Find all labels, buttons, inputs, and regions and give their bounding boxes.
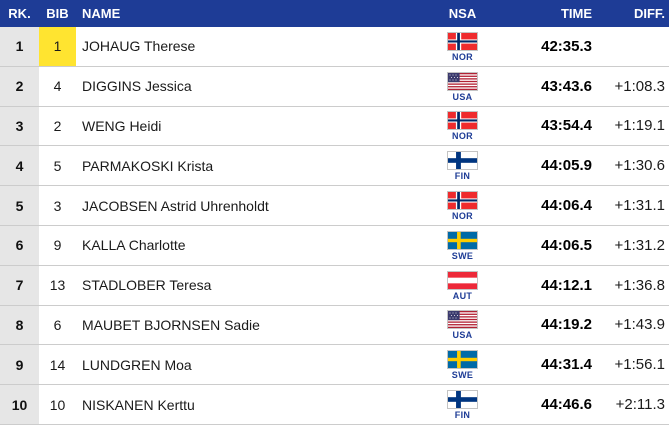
rank-cell: 5	[0, 186, 39, 225]
swe-flag-icon	[447, 350, 478, 370]
rank-cell: 4	[0, 146, 39, 186]
rank-cell: 3	[0, 106, 39, 146]
time-cell: 42:35.3	[541, 37, 592, 55]
usa-flag-icon	[447, 310, 478, 330]
athlete-name: KALLA Charlotte	[82, 237, 186, 254]
time-cell: 44:06.4	[541, 197, 592, 215]
nsa-code-label: FIN	[454, 171, 471, 182]
nsa-code-label: AUT	[452, 290, 473, 301]
athlete-name: PARMAKOSKI Krista	[82, 157, 214, 174]
fin-flag-icon	[447, 390, 478, 410]
rank-cell: 6	[0, 225, 39, 265]
usa-flag-icon	[447, 71, 478, 91]
column-header-rank: RK.	[8, 6, 31, 21]
table-header-row: RK. BIB NAME NSA TIME DIFF.	[0, 0, 669, 27]
rank-cell: 1	[0, 27, 39, 66]
nsa-code-label: SWE	[451, 370, 474, 381]
result-row[interactable]: 1 1 JOHAUG Therese NOR 42:35.3	[0, 27, 669, 67]
rank-cell: 10	[0, 385, 39, 424]
bib-cell: 2	[53, 117, 62, 134]
athlete-name: JOHAUG Therese	[82, 38, 196, 55]
bib-cell: 1	[39, 27, 76, 66]
nor-flag-icon	[447, 191, 478, 211]
time-cell: 43:54.4	[541, 117, 592, 135]
table-body: 1 1 JOHAUG Therese NOR 42:35.3 2 4 DIGGI…	[0, 27, 669, 425]
athlete-name: STADLOBER Teresa	[82, 277, 212, 294]
athlete-name: MAUBET BJORNSEN Sadie	[82, 316, 260, 333]
rank-cell: 7	[0, 265, 39, 305]
result-row[interactable]: 10 10 NISKANEN Kerttu FIN 44:46.6 +2:11.…	[0, 385, 669, 425]
result-row[interactable]: 4 5 PARMAKOSKI Krista FIN 44:05.9 +1:30.…	[0, 146, 669, 187]
nsa-code-label: USA	[452, 330, 473, 341]
result-row[interactable]: 5 3 JACOBSEN Astrid Uhrenholdt NOR 44:06…	[0, 186, 669, 226]
bib-cell: 10	[49, 396, 66, 413]
nsa-cell: NOR	[410, 27, 515, 66]
column-header-diff: DIFF.	[633, 6, 665, 21]
bib-cell: 13	[49, 277, 66, 294]
column-header-nsa: NSA	[448, 6, 477, 21]
result-row[interactable]: 3 2 WENG Heidi NOR 43:54.4 +1:19.1	[0, 106, 669, 147]
time-cell: 44:31.4	[541, 356, 592, 374]
rank-cell: 8	[0, 305, 39, 345]
diff-cell: +1:30.6	[614, 157, 665, 175]
result-row[interactable]: 6 9 KALLA Charlotte SWE 44:06.5 +1:31.2	[0, 225, 669, 266]
athlete-name: NISKANEN Kerttu	[82, 396, 195, 413]
nsa-cell: FIN	[410, 146, 515, 185]
swe-flag-icon	[447, 230, 478, 250]
time-cell: 44:46.6	[541, 396, 592, 414]
result-row[interactable]: 9 14 LUNDGREN Moa SWE 44:31.4 +1:56.1	[0, 345, 669, 386]
nsa-code-label: NOR	[452, 211, 473, 222]
rank-cell: 2	[0, 66, 39, 106]
time-cell: 44:12.1	[541, 276, 592, 294]
diff-cell: +1:19.1	[614, 117, 665, 135]
result-row[interactable]: 7 13 STADLOBER Teresa AUT 44:12.1 +1:36.…	[0, 265, 669, 306]
result-row[interactable]: 2 4 DIGGINS Jessica USA 43:43.6 +1:08.3	[0, 66, 669, 107]
rank-cell: 9	[0, 345, 39, 385]
athlete-name: WENG Heidi	[82, 117, 162, 134]
fin-flag-icon	[447, 151, 478, 171]
time-cell: 44:19.2	[541, 316, 592, 334]
nsa-cell: USA	[410, 67, 515, 106]
diff-cell: +1:31.2	[614, 236, 665, 254]
nsa-cell: SWE	[410, 345, 515, 384]
nsa-cell: AUT	[410, 266, 515, 305]
bib-cell: 5	[53, 157, 62, 174]
time-cell: 44:05.9	[541, 157, 592, 175]
athlete-name: DIGGINS Jessica	[82, 78, 192, 95]
bib-cell: 6	[53, 316, 62, 333]
nsa-cell: SWE	[410, 226, 515, 265]
bib-cell: 3	[53, 197, 62, 214]
nsa-cell: NOR	[410, 107, 515, 146]
aut-flag-icon	[447, 270, 478, 290]
athlete-name: JACOBSEN Astrid Uhrenholdt	[82, 197, 269, 214]
diff-cell: +1:08.3	[614, 77, 665, 95]
diff-cell: +1:31.1	[614, 197, 665, 215]
diff-cell: +1:36.8	[614, 276, 665, 294]
time-cell: 43:43.6	[541, 77, 592, 95]
nsa-code-label: USA	[452, 91, 473, 102]
diff-cell: +2:11.3	[615, 396, 665, 414]
column-header-time: TIME	[560, 6, 592, 21]
column-header-bib: BIB	[46, 6, 69, 21]
nor-flag-icon	[447, 31, 478, 51]
nsa-cell: USA	[410, 306, 515, 345]
athlete-name: LUNDGREN Moa	[82, 356, 192, 373]
diff-cell: +1:56.1	[614, 356, 665, 374]
nsa-code-label: SWE	[451, 250, 474, 261]
time-cell: 44:06.5	[541, 236, 592, 254]
nsa-code-label: NOR	[452, 51, 473, 62]
nor-flag-icon	[447, 111, 478, 131]
bib-cell: 9	[53, 237, 62, 254]
nsa-code-label: FIN	[454, 410, 471, 421]
column-header-name: NAME	[82, 6, 121, 21]
result-row[interactable]: 8 6 MAUBET BJORNSEN Sadie USA 44:19.2 +1…	[0, 305, 669, 346]
nsa-cell: FIN	[410, 385, 515, 424]
nsa-code-label: NOR	[452, 131, 473, 142]
diff-cell: +1:43.9	[614, 316, 665, 334]
bib-cell: 14	[49, 356, 66, 373]
nsa-cell: NOR	[410, 186, 515, 225]
bib-cell: 4	[53, 78, 62, 95]
